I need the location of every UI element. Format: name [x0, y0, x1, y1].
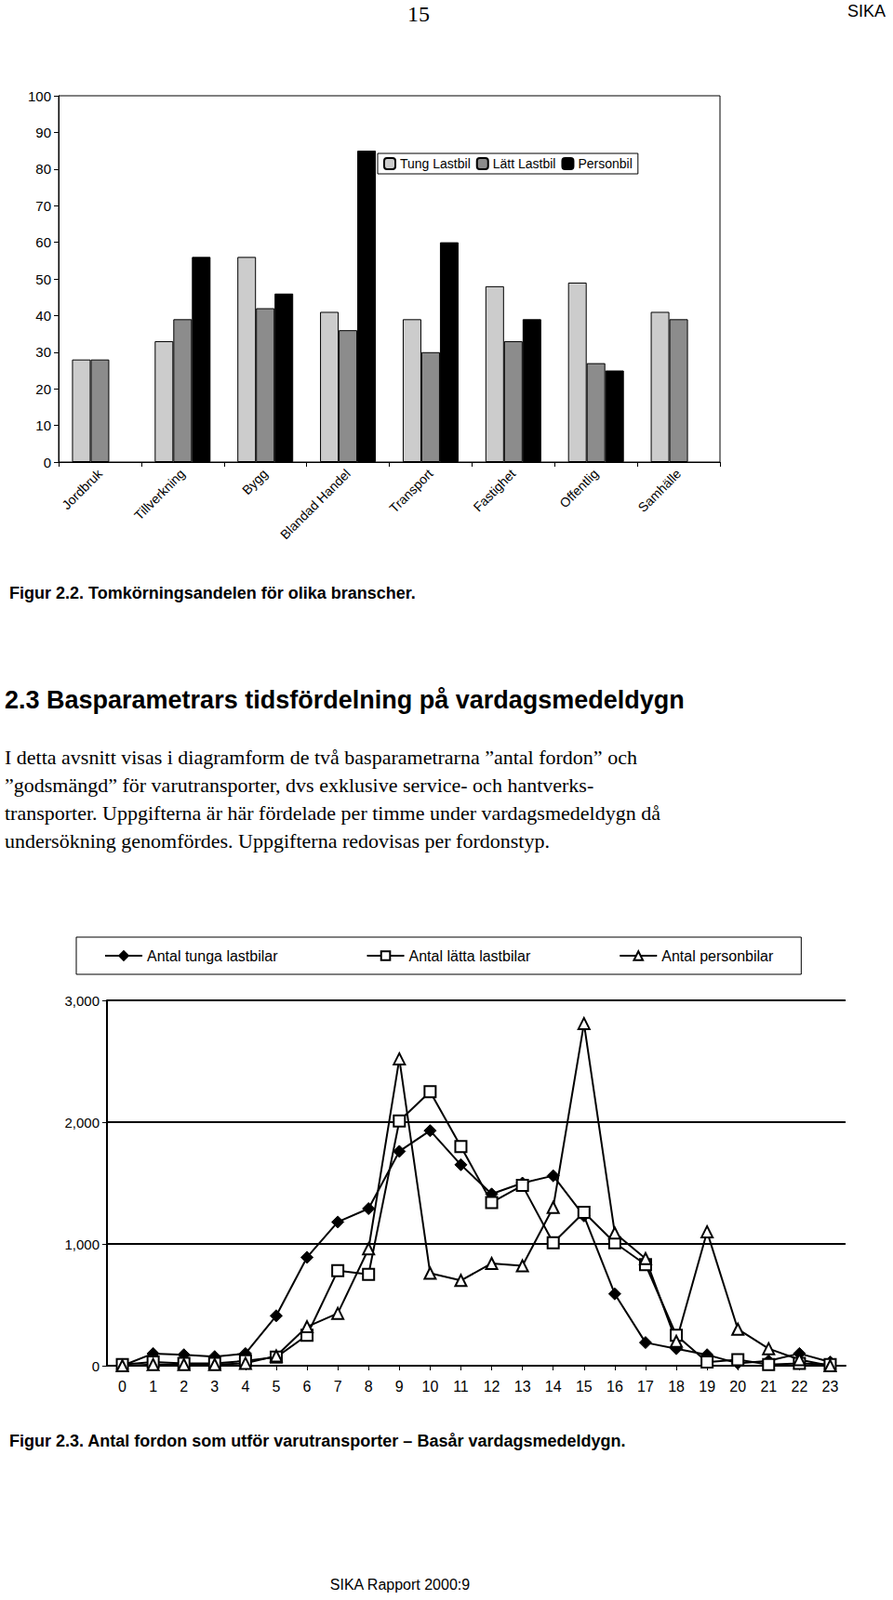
svg-text:4: 4 [240, 1379, 250, 1396]
svg-text:70: 70 [35, 198, 52, 214]
svg-text:8: 8 [364, 1379, 374, 1396]
svg-text:Antal tunga lastbilar: Antal tunga lastbilar [146, 948, 279, 965]
svg-text:Blandad Handel: Blandad Handel [277, 466, 354, 543]
svg-text:Samhälle: Samhälle [635, 466, 685, 516]
svg-text:9: 9 [395, 1379, 404, 1396]
svg-text:Jordbruk: Jordbruk [58, 466, 106, 513]
svg-text:50: 50 [35, 271, 52, 288]
svg-text:16: 16 [606, 1379, 624, 1396]
html-text:SIKA: SIKA [847, 1, 886, 21]
html-text:”godsmängd” för varutransporte: ”godsmängd” för varutransporter, dvs exk… [4, 773, 594, 798]
svg-text:6: 6 [303, 1379, 312, 1396]
svg-text:20: 20 [35, 381, 52, 398]
html-text:undersökning genomfördes. Uppg: undersökning genomfördes. Uppgifterna re… [4, 829, 550, 854]
svg-text:40: 40 [35, 307, 52, 324]
svg-text:Offentlig: Offentlig [556, 466, 601, 511]
html-text:SIKA Rapport 2000:9: SIKA Rapport 2000:9 [330, 1577, 470, 1594]
svg-text:60: 60 [35, 234, 52, 251]
html-text:15: 15 [407, 1, 430, 27]
svg-text:Transport: Transport [386, 466, 436, 516]
svg-text:7: 7 [333, 1379, 343, 1396]
svg-text:19: 19 [698, 1379, 716, 1396]
svg-text:Figur 2.2. Tomkörningsandelen: Figur 2.2. Tomkörningsandelen för olika … [9, 584, 416, 603]
svg-text:10: 10 [35, 417, 52, 434]
svg-text:Figur 2.3. Antal fordon som ut: Figur 2.3. Antal fordon som utför varutr… [9, 1432, 626, 1452]
svg-text:14: 14 [545, 1379, 562, 1396]
svg-text:21: 21 [759, 1379, 777, 1396]
svg-text:11: 11 [453, 1379, 469, 1396]
svg-text:13: 13 [514, 1379, 532, 1396]
svg-text:Antal personbilar: Antal personbilar [661, 948, 774, 965]
svg-text:3,000: 3,000 [64, 993, 100, 1010]
svg-text:80: 80 [35, 160, 52, 177]
svg-text:23: 23 [822, 1379, 840, 1396]
html-text:transporter. Uppgifterna är hä: transporter. Uppgifterna är här fördelad… [4, 801, 661, 826]
svg-text:3: 3 [210, 1379, 219, 1396]
svg-text:22: 22 [790, 1379, 808, 1396]
html-text:2.3 Basparametrars tidsfördeln: 2.3 Basparametrars tidsfördelning på var… [4, 686, 685, 715]
html-text:I detta avsnitt visas i diagra: I detta avsnitt visas i diagramform de t… [4, 746, 638, 770]
svg-text:Bygg: Bygg [239, 466, 271, 498]
svg-text:5: 5 [272, 1379, 281, 1396]
svg-text:0: 0 [43, 454, 52, 471]
svg-text:1: 1 [148, 1379, 158, 1396]
svg-text:2,000: 2,000 [64, 1115, 100, 1132]
svg-text:Lätt Lastbil: Lätt Lastbil [493, 156, 557, 172]
svg-text:100: 100 [27, 88, 52, 105]
svg-text:Antal lätta lastbilar: Antal lätta lastbilar [409, 948, 532, 965]
svg-text:15: 15 [575, 1379, 593, 1396]
svg-text:17: 17 [637, 1379, 654, 1396]
svg-text:2: 2 [179, 1379, 188, 1396]
svg-text:Fastighet: Fastighet [469, 466, 519, 515]
svg-text:90: 90 [35, 124, 52, 141]
svg-text:Personbil: Personbil [577, 156, 632, 172]
svg-text:1,000: 1,000 [64, 1237, 100, 1253]
svg-text:20: 20 [729, 1379, 747, 1396]
svg-text:10: 10 [421, 1379, 439, 1396]
svg-text:Tung Lastbil: Tung Lastbil [399, 156, 471, 172]
svg-text:30: 30 [35, 344, 52, 360]
svg-text:Tillverkning: Tillverkning [131, 466, 188, 523]
svg-text:12: 12 [483, 1379, 501, 1396]
svg-text:0: 0 [118, 1379, 127, 1396]
svg-text:18: 18 [667, 1379, 685, 1396]
svg-text:0: 0 [92, 1359, 100, 1375]
